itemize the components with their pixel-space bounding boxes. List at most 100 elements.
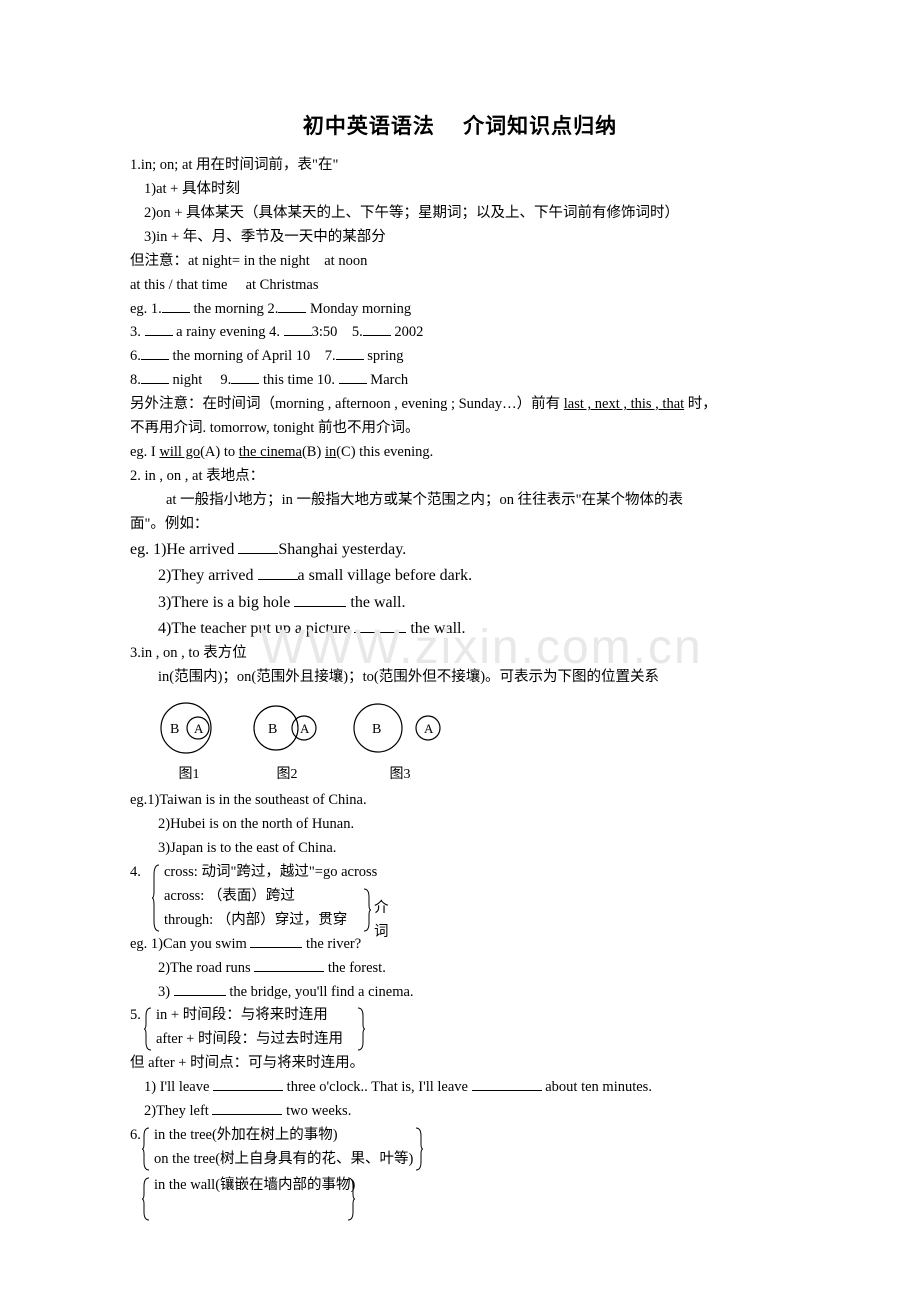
text-line: in(范围内)；on(范围外且接壤)；to(范围外但不接壤)。可表示为下图的位置… [130,666,790,690]
text: 6. [130,348,141,364]
fill-blank [174,995,226,996]
text-line: 2)on + 具体某天（具体某天的上、下午等；星期词；以及上、下午词前有修饰词时… [130,202,790,226]
page-title: 初中英语语法 介词知识点归纳 [130,110,790,140]
text: 2)The road runs [158,960,254,976]
text: (B) [302,444,325,460]
exercise-line: 4)The teacher put up a picture the wall. [130,616,790,642]
underlined-text: the cinema [239,444,302,460]
text-line: 3)Japan is to the east of China. [130,837,790,861]
text: eg. 1)He arrived [130,541,238,558]
text: two weeks. [282,1103,351,1119]
fill-blank [212,1114,282,1115]
venn-diagram-icon: B A [248,700,326,756]
exercise-line: 2)They arrived a small village before da… [130,563,790,589]
text-line: eg. I will go(A) to the cinema(B) in(C) … [130,441,790,465]
text-line: 2)Hubei is on the north of Hunan. [130,813,790,837]
text-line: on the tree(树上自身具有的花、果、叶等) [154,1148,413,1172]
text: 4. [130,861,152,933]
text: night 9. [169,372,231,388]
svg-text:A: A [194,721,204,736]
text: 3. [130,324,145,340]
exercise-line: eg. 1. the morning 2. Monday morning [130,298,790,322]
svg-text:A: A [300,721,310,736]
fill-blank [141,383,169,384]
text: the forest. [324,960,386,976]
diagram-label: 图1 [154,763,224,783]
text: spring [364,348,404,364]
underlined-text: will go [159,444,200,460]
fill-blank [284,335,312,336]
exercise-line: 3) the bridge, you'll find a cinema. [130,981,790,1005]
text: March [367,372,408,388]
text: 4)The teacher put up a picture [158,620,354,637]
fill-blank [250,947,302,948]
fill-blank [336,359,364,360]
text-line: 但 after + 时间点：可与将来时连用。 [130,1052,790,1076]
text-line: in the wall(镶嵌在墙内部的事物) [154,1174,790,1198]
right-brace-icon [356,1006,366,1052]
exercise-line: eg. 1)Can you swim the river? [130,933,790,957]
text: 另外注意：在时间词（morning , afternoon , evening … [130,396,564,412]
text-line: at this / that time at Christmas [130,274,790,298]
fill-blank [238,553,278,554]
fill-blank [162,312,190,313]
text-line: in + 时间段：与将来时连用 [156,1004,343,1028]
svg-text:B: B [372,722,381,737]
text: the morning of April 10 7. [169,348,336,364]
text: Monday morning [306,301,411,317]
svg-text:B: B [268,722,277,737]
text: 1) I'll leave [144,1079,213,1095]
text: this time 10. [259,372,338,388]
text-line: 5. in + 时间段：与将来时连用 after + 时间段：与过去时连用 [130,1004,790,1052]
text-line: through: （内部）穿过，贯穿 介词 [164,909,377,933]
fill-blank [231,383,259,384]
text-line: 6. in the tree(外加在树上的事物) on the tree(树上自… [130,1124,790,1172]
brace-group-4: 4. cross: 动词"跨过，越过"=go across across: （表… [130,861,790,933]
document-page: 初中英语语法 介词知识点归纳 1.in; on; at 用在时间词前，表"在" … [0,0,920,1282]
fill-blank [363,335,391,336]
left-brace-icon [152,863,162,933]
text: 介词 [374,897,389,945]
venn-diagram-icon: B A [350,700,450,756]
underlined-text: in [325,444,336,460]
text: 2002 [391,324,424,340]
exercise-line: 3. a rainy evening 4. 3:50 5. 2002 [130,321,790,345]
text: 时， [684,396,717,412]
diagram-label: 图2 [248,763,326,783]
text: about ten minutes. [542,1079,652,1095]
text: through: （内部）穿过，贯穿 [164,912,347,928]
text: across: （表面）跨过 [164,888,295,904]
svg-text:B: B [170,722,179,737]
diagram-row: B A 图1 B A 图2 B A 图3 [154,700,790,783]
text: 3)There is a big hole [158,594,294,611]
text: the wall. [406,620,465,637]
text-line: eg.1)Taiwan is in the southeast of China… [130,789,790,813]
text-line: 面"。例如： [130,513,790,537]
text: (C) this evening. [336,444,433,460]
exercise-line: eg. 1)He arrived Shanghai yesterday. [130,537,790,563]
fill-blank [145,335,173,336]
text-line: 3)in + 年、月、季节及一天中的某部分 [130,226,790,250]
exercise-line: 6. the morning of April 10 7. spring [130,345,790,369]
fill-blank [472,1090,542,1091]
fill-blank [213,1090,283,1091]
text: (A) to [200,444,239,460]
exercise-line: 8. night 9. this time 10. March [130,369,790,393]
text: the river? [302,936,361,952]
text-line: 4. cross: 动词"跨过，越过"=go across across: （表… [130,861,790,933]
exercise-line: 2)The road runs the forest. [130,957,790,981]
text: 3:50 5. [312,324,363,340]
text-line: 但注意：at night= in the night at noon [130,250,790,274]
exercise-line: 3)There is a big hole the wall. [130,590,790,616]
diagram-2: B A 图2 [248,700,326,783]
diagram-1: B A 图1 [154,700,224,783]
text-line: 不再用介词. tomorrow, tonight 前也不用介词。 [130,417,790,441]
fill-blank [254,971,324,972]
text: the morning 2. [190,301,279,317]
text-line: across: （表面）跨过 [164,885,377,909]
text-line: at 一般指小地方；in 一般指大地方或某个范围之内；on 往往表示"在某个物体… [130,489,790,513]
text-line: 另外注意：在时间词（morning , afternoon , evening … [130,393,790,417]
text-line: 1)at + 具体时刻 [130,178,790,202]
brace-group-6: 6. in the tree(外加在树上的事物) on the tree(树上自… [130,1124,790,1172]
brace-group-7: in the wall(镶嵌在墙内部的事物) [130,1174,790,1222]
